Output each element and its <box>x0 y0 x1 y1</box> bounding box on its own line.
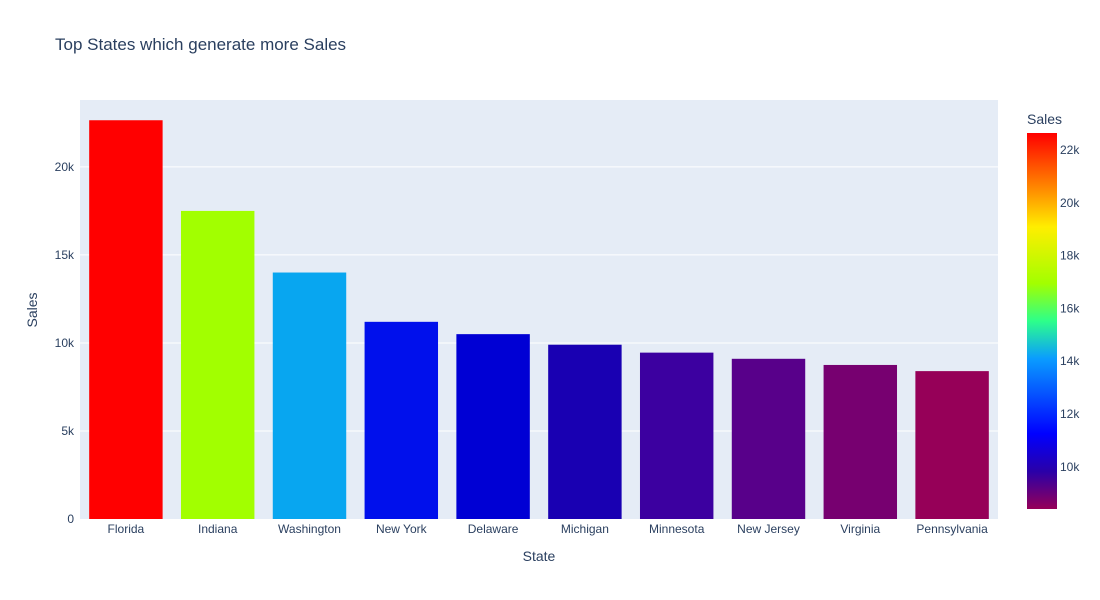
bars <box>89 120 989 520</box>
y-tick-label: 0 <box>67 512 74 526</box>
bar-new-york <box>364 321 439 519</box>
bar-florida <box>89 120 163 520</box>
colorbar-tick-label: 20k <box>1060 196 1080 210</box>
y-tick-labels: 0 5k 10k 15k 20k <box>55 160 75 526</box>
x-tick-label: New York <box>376 522 428 536</box>
x-tick-label: Minnesota <box>649 522 705 536</box>
x-tick-label: New Jersey <box>737 522 800 536</box>
colorbar-tick-label: 16k <box>1060 301 1080 315</box>
x-tick-label: Indiana <box>198 522 238 536</box>
y-tick-label: 15k <box>55 248 75 262</box>
colorbar-title: Sales <box>1027 111 1062 127</box>
bar-minnesota <box>639 352 714 519</box>
bar-michigan <box>548 344 622 519</box>
chart-title: Top States which generate more Sales <box>55 35 346 54</box>
x-tick-label: Virginia <box>840 522 880 536</box>
y-tick-label: 5k <box>61 424 75 438</box>
colorbar-tick-label: 12k <box>1060 407 1080 421</box>
colorbar-tick-label: 14k <box>1060 354 1080 368</box>
x-tick-label: Pennsylvania <box>916 522 988 536</box>
bar-indiana <box>180 210 255 520</box>
x-tick-label: Florida <box>108 522 145 536</box>
y-tick-label: 10k <box>55 336 75 350</box>
x-tick-labels: Florida Indiana Washington New York Delaware… <box>108 522 989 536</box>
colorbar-tick-labels: 10k 12k 14k 16k 18k 20k 22k <box>1060 143 1080 474</box>
x-axis-label: State <box>523 548 556 564</box>
bar-washington <box>272 272 347 519</box>
y-axis-label: Sales <box>24 292 40 327</box>
bar-new-jersey <box>731 358 806 519</box>
colorbar-tick-label: 10k <box>1060 460 1080 474</box>
colorbar-tick-label: 18k <box>1060 249 1080 263</box>
x-tick-label: Delaware <box>468 522 519 536</box>
x-tick-label: Michigan <box>561 522 609 536</box>
bar-virginia <box>823 364 898 519</box>
y-tick-label: 20k <box>55 160 75 174</box>
colorbar <box>1027 133 1057 509</box>
bar-pennsylvania <box>915 371 989 519</box>
bar-delaware <box>456 334 530 519</box>
colorbar-tick-label: 22k <box>1060 143 1080 157</box>
x-tick-label: Washington <box>278 522 341 536</box>
